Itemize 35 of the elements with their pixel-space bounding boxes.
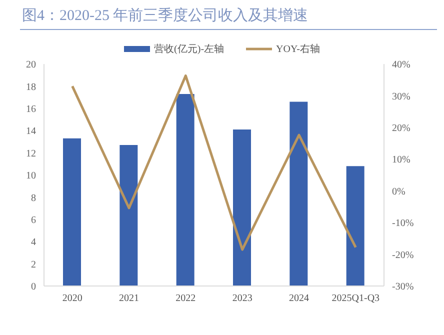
- y-tick-label: 16: [26, 104, 36, 115]
- y-tick-label: 18: [26, 82, 36, 93]
- y2-tick-label: 10%: [392, 154, 410, 166]
- legend-label: YOY-右轴: [276, 42, 320, 56]
- y-tick-label: 20: [26, 60, 36, 71]
- bar: [290, 102, 308, 286]
- y-tick-label: 12: [26, 148, 36, 160]
- y2-tick-label: 40%: [392, 60, 410, 71]
- y2-tick-label: -20%: [392, 250, 414, 261]
- y-tick-label: 4: [31, 237, 36, 248]
- y2-tick-label: 30%: [392, 91, 410, 102]
- x-tick-label: 2025Q1-Q3: [332, 293, 380, 304]
- y2-tick-label: -10%: [392, 218, 414, 230]
- y2-tick-label: -30%: [392, 282, 414, 293]
- x-tick-label: 2024: [289, 293, 309, 304]
- y-tick-label: 10: [26, 170, 36, 182]
- x-tick-label: 2021: [119, 293, 139, 304]
- y2-tick-label: 0%: [392, 186, 406, 198]
- bar: [120, 145, 138, 286]
- line-series: [71, 74, 357, 251]
- bar: [176, 94, 194, 286]
- y-tick-label: 2: [31, 259, 36, 270]
- y-tick-label: 0: [31, 282, 36, 293]
- x-tick-label: 2022: [176, 293, 196, 304]
- y-tick-label: 14: [26, 126, 36, 138]
- y-tick-label: 8: [31, 192, 36, 204]
- legend-label: 营收(亿元)-左轴: [154, 42, 224, 56]
- bar: [233, 129, 251, 286]
- bar: [63, 138, 81, 286]
- x-tick-label: 2020: [62, 293, 82, 304]
- x-tick-label: 2023: [232, 293, 252, 304]
- chart-title: 图4：2020-25 年前三季度公司收入及其增速: [22, 6, 310, 26]
- bar: [346, 166, 364, 286]
- y2-tick-label: 20%: [392, 122, 410, 134]
- y-tick-label: 6: [31, 214, 36, 226]
